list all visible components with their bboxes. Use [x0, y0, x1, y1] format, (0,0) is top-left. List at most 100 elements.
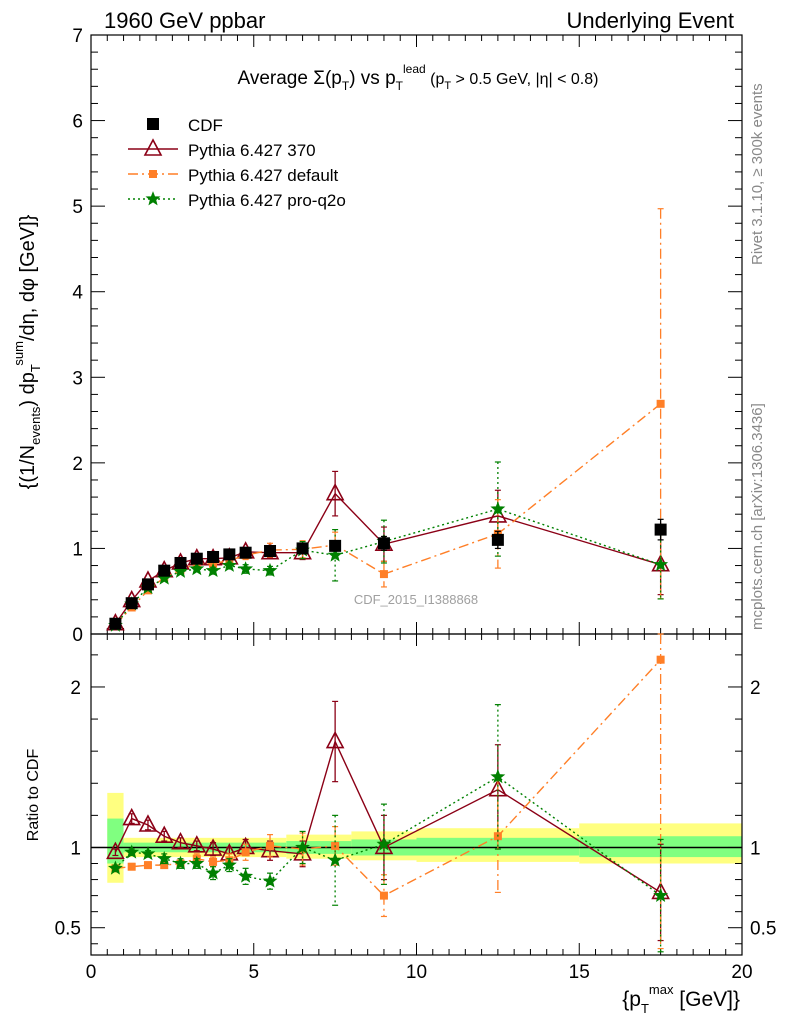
main-data-point	[207, 550, 220, 563]
main-y-tick-label: 5	[72, 197, 83, 218]
ratio-series-pythia-6-427-370	[106, 700, 670, 942]
main-data-point	[174, 556, 187, 569]
main-y-tick-label: 4	[72, 283, 83, 304]
ratio-data-point	[143, 861, 152, 870]
ratio-data-point	[266, 841, 275, 850]
ratio-data-point	[238, 868, 254, 883]
header-right: Underlying Event	[566, 8, 734, 33]
ratio-data-point	[173, 855, 189, 870]
ratio-y-tick-label: 2	[70, 678, 81, 699]
main-data-point	[656, 399, 665, 408]
svg-text:{(1/Nevents) dpTsum/dη, dφ [Ge: {(1/Nevents) dpTsum/dη, dφ [GeV]}	[11, 214, 43, 489]
x-tick-label: 20	[731, 962, 752, 983]
ratio-data-point	[156, 850, 172, 866]
ratio-data-point	[138, 814, 158, 832]
ratio-data-point	[106, 841, 125, 860]
main-data-point	[205, 562, 221, 577]
ratio-data-point	[189, 855, 205, 870]
legend-marker	[147, 118, 159, 130]
main-y-tick-label: 2	[72, 454, 83, 475]
main-data-point	[653, 556, 669, 572]
main-data-point	[238, 561, 254, 576]
main-data-point	[223, 548, 236, 561]
ratio-y-tick-label: 0.5	[55, 919, 81, 940]
main-data-point	[377, 537, 390, 550]
ratio-y-title: Ratio to CDF	[25, 749, 42, 842]
ratio-y-tick-label: 1	[70, 838, 81, 859]
main-y-title: {(1/Nevents) dpTsum/dη, dφ [GeV]}	[11, 214, 43, 489]
legend-label: CDF	[188, 116, 223, 135]
main-data-point	[125, 597, 138, 610]
ratio-data-point	[221, 857, 237, 872]
main-data-point	[109, 617, 122, 630]
ratio-data-point	[656, 655, 665, 664]
ratio-data-point	[127, 862, 136, 871]
legend-marker	[145, 191, 161, 206]
main-data-point	[379, 570, 388, 579]
main-data-point	[264, 544, 277, 557]
legend-entry: Pythia 6.427 default	[128, 166, 339, 185]
ratio-data-point	[295, 839, 310, 854]
data-series	[106, 208, 670, 953]
watermark: CDF_2015_I1388868	[354, 592, 478, 607]
ratio-y-tick-label-right: 0.5	[750, 919, 776, 940]
ratio-data-point	[241, 848, 250, 857]
main-data-point	[239, 546, 252, 559]
ratio-data-point	[154, 825, 174, 844]
ratio-series-line	[114, 739, 661, 893]
ratio-data-point	[203, 838, 223, 856]
x-tick-label: 10	[406, 962, 427, 983]
x-tick-label: 0	[86, 962, 97, 983]
main-y-tick-label: 6	[72, 112, 83, 133]
main-series-cdf	[109, 518, 667, 630]
ratio-data-point	[490, 768, 506, 784]
ratio-series-pythia-6-427-default	[111, 633, 665, 950]
main-data-point	[141, 578, 154, 591]
ratio-data-point	[379, 891, 388, 900]
main-data-point	[490, 501, 506, 516]
ratio-y-tick-label-right: 1	[750, 838, 761, 859]
axis-ticks: 0 5 10 15 20 0 1 2 3 4 5 6 7 0.5 0.5 1 1 2 2	[55, 26, 777, 983]
legend: CDF Pythia 6.427 370 Pythia 6.427 default P…	[128, 116, 346, 210]
main-data-point	[296, 542, 309, 555]
ratio-y-tick-label-right: 2	[750, 678, 761, 699]
legend-entry: Pythia 6.427 370	[128, 138, 316, 160]
main-y-tick-label: 7	[72, 26, 83, 47]
main-series-pythia-6-427-default	[111, 208, 665, 629]
ratio-data-point	[140, 846, 156, 861]
main-title: Average Σ(pT) vs pTlead (pT > 0.5 GeV, |…	[238, 62, 599, 93]
main-data-point	[262, 562, 278, 577]
ratio-data-point	[124, 844, 140, 859]
ratio-data-point	[171, 831, 190, 850]
main-data-point	[173, 563, 188, 578]
main-y-tick-label: 3	[72, 368, 83, 389]
legend-label: Pythia 6.427 pro-q2o	[188, 191, 346, 210]
main-y-tick-label: 1	[72, 539, 83, 560]
main-y-tick-label: 0	[72, 625, 83, 646]
main-data-point	[190, 552, 203, 565]
main-data-point	[221, 557, 237, 572]
ratio-data-point	[376, 836, 392, 851]
ratio-data-point	[160, 861, 169, 870]
mcplots-label: mcplots.cern.ch [arXiv:1306.3436]	[749, 403, 766, 630]
x-tick-label: 5	[248, 962, 259, 983]
ratio-data-point	[327, 852, 343, 867]
ratio-series-pythia-6-427-pro-q2o	[108, 704, 669, 953]
ratio-data-point	[209, 857, 218, 866]
main-data-point	[158, 564, 171, 577]
legend-marker	[143, 138, 163, 156]
main-data-point	[654, 523, 667, 536]
ratio-data-point	[653, 887, 669, 902]
main-data-point	[329, 539, 342, 552]
ratio-data-point	[325, 730, 345, 749]
svg-text:{pTmax [GeV]}: {pTmax [GeV]}	[622, 982, 740, 1016]
main-data-point	[189, 561, 205, 576]
main-data-point	[325, 482, 345, 501]
rivet-label: Rivet 3.1.10, ≥ 300k events	[749, 83, 766, 265]
legend-label: Pythia 6.427 370	[188, 141, 316, 160]
ratio-bands	[91, 792, 742, 883]
legend-label: Pythia 6.427 default	[188, 166, 339, 185]
ratio-data-point	[262, 873, 278, 888]
ratio-data-point	[205, 865, 221, 880]
